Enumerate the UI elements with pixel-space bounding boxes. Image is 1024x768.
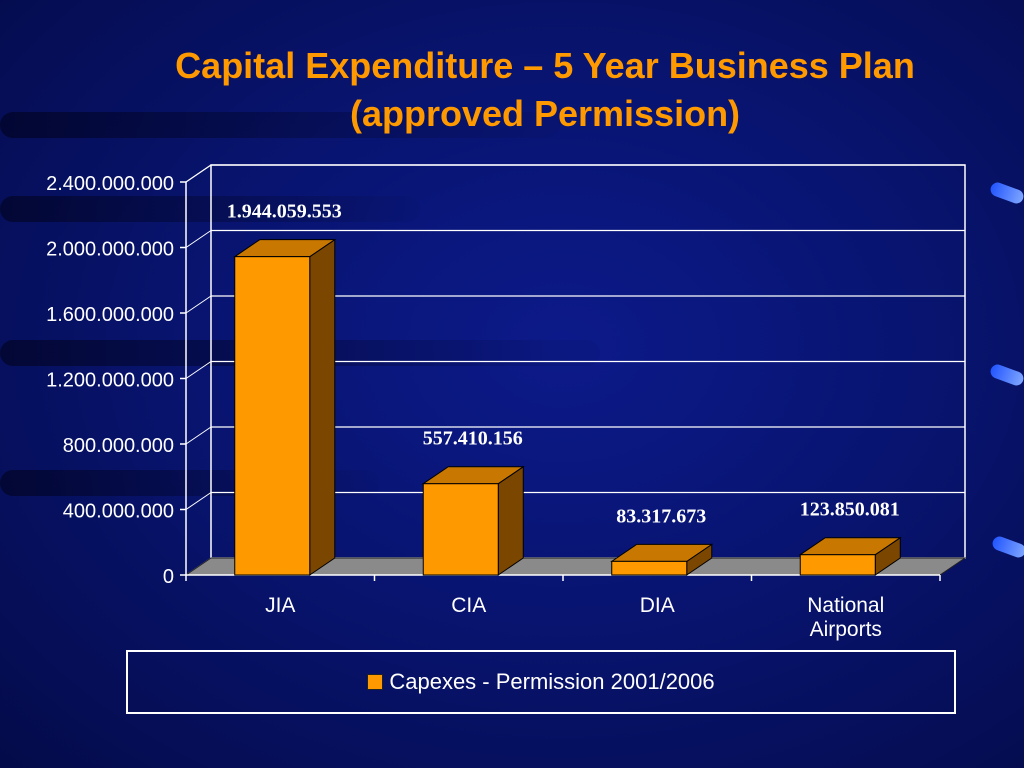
gridline-side bbox=[185, 426, 212, 445]
background-streak bbox=[0, 112, 560, 138]
bar bbox=[611, 560, 688, 576]
data-label: 123.850.081 bbox=[800, 499, 900, 521]
y-tick-label: 400.000.000 bbox=[63, 501, 174, 523]
bar-side bbox=[497, 465, 524, 576]
x-tick-label: Airports bbox=[810, 618, 882, 641]
data-label: 557.410.156 bbox=[423, 428, 523, 450]
legend-swatch bbox=[367, 674, 384, 690]
bar bbox=[799, 554, 876, 576]
chart-title-line-2: (approved Permission) bbox=[349, 93, 741, 134]
data-label: 83.317.673 bbox=[616, 505, 706, 527]
gridline-side bbox=[185, 164, 212, 183]
chart-title-line-1: Capital Expenditure – 5 Year Business Pl… bbox=[175, 45, 915, 86]
x-tick-label: National bbox=[807, 594, 884, 617]
background-streak bbox=[0, 196, 420, 222]
y-tick-label: 0 bbox=[163, 566, 174, 588]
legend-label: Capexes - Permission 2001/2006 bbox=[389, 669, 715, 694]
gridline-side bbox=[185, 295, 212, 314]
y-tick-label: 2.000.000.000 bbox=[46, 239, 174, 261]
bar bbox=[422, 483, 499, 576]
chart-legend: Capexes - Permission 2001/2006 bbox=[126, 650, 956, 714]
data-label: 1.944.059.553 bbox=[227, 201, 342, 223]
y-tick-label: 2.400.000.000 bbox=[46, 173, 174, 195]
bar-side bbox=[309, 238, 336, 576]
bar bbox=[234, 256, 311, 576]
gridline-side bbox=[185, 492, 212, 510]
x-tick-label: JIA bbox=[265, 594, 295, 617]
x-tick-label: CIA bbox=[451, 594, 486, 617]
gridline-side bbox=[185, 230, 212, 248]
y-tick-label: 1.600.000.000 bbox=[46, 304, 174, 326]
y-tick-label: 800.000.000 bbox=[63, 435, 174, 457]
gridline-side bbox=[185, 361, 212, 379]
x-tick-label: DIA bbox=[640, 594, 675, 617]
y-tick-label: 1.200.000.000 bbox=[46, 370, 174, 392]
chart-title: Capital Expenditure – 5 Year Business Pl… bbox=[70, 42, 1020, 138]
